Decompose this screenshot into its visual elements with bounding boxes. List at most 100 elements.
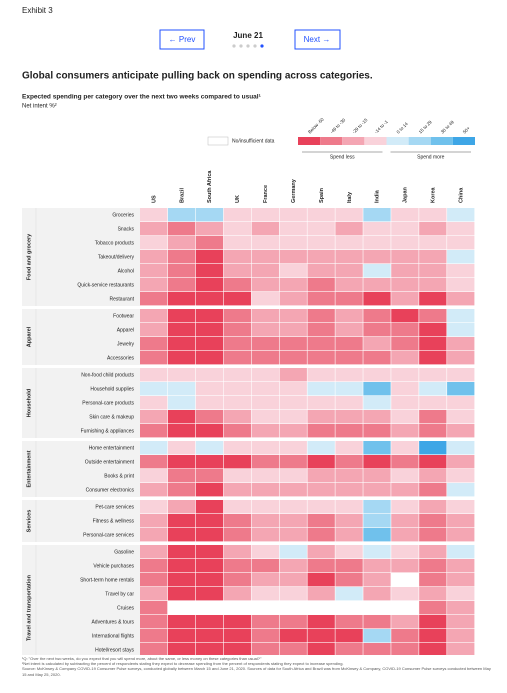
cell xyxy=(363,278,391,292)
row-label: Home entertainment xyxy=(89,445,135,451)
chart-title: Global consumers anticipate pulling back… xyxy=(22,71,373,82)
cell xyxy=(251,278,279,292)
cell xyxy=(335,528,363,542)
exhibit: Exhibit 3 xyxy=(22,6,53,15)
cell xyxy=(363,469,391,483)
group-band xyxy=(22,545,140,671)
cell xyxy=(167,424,196,438)
cell xyxy=(363,500,391,514)
column-label: Germany xyxy=(291,178,297,203)
row-label: Tobacco products xyxy=(95,240,135,246)
cell xyxy=(279,351,307,365)
cell xyxy=(167,250,196,264)
cell xyxy=(363,309,391,323)
cell xyxy=(223,337,252,351)
cell xyxy=(140,368,168,382)
next-button[interactable] xyxy=(294,29,341,50)
cell xyxy=(363,514,391,528)
cell xyxy=(335,382,363,396)
row-label: Adventures & tours xyxy=(91,619,134,625)
cell xyxy=(251,587,279,601)
cell xyxy=(251,309,279,323)
cell xyxy=(419,278,447,292)
cell xyxy=(307,587,335,601)
cell xyxy=(279,615,307,629)
cell xyxy=(279,573,307,587)
legend-swatch xyxy=(408,137,431,145)
cell xyxy=(223,587,252,601)
cell xyxy=(167,441,196,455)
cell xyxy=(140,208,168,222)
cell xyxy=(223,323,252,337)
cell xyxy=(447,500,475,514)
cell xyxy=(140,573,168,587)
cell xyxy=(279,396,307,410)
cell xyxy=(251,222,279,236)
cell xyxy=(140,382,168,396)
cell xyxy=(363,222,391,236)
cell xyxy=(391,469,419,483)
cell xyxy=(195,292,224,306)
column-label: Korea xyxy=(431,186,437,203)
cell xyxy=(167,208,196,222)
cell xyxy=(167,382,196,396)
cell xyxy=(307,483,335,497)
cell xyxy=(167,545,196,559)
cell xyxy=(307,292,335,306)
row-label: Jewelry xyxy=(117,341,134,347)
legend-label: -49 to -30 xyxy=(329,117,347,135)
no-data-cell xyxy=(391,601,419,615)
cell xyxy=(167,455,196,469)
cell xyxy=(251,500,279,514)
cell xyxy=(140,629,168,643)
cell xyxy=(391,514,419,528)
next-label[interactable]: Next → xyxy=(304,35,331,44)
cell xyxy=(335,500,363,514)
cell xyxy=(419,382,447,396)
cell xyxy=(307,500,335,514)
cell xyxy=(307,236,335,250)
legend-label: -29 to -15 xyxy=(351,117,369,135)
cell xyxy=(279,545,307,559)
cell xyxy=(419,323,447,337)
cell xyxy=(363,455,391,469)
cell xyxy=(279,469,307,483)
column-label: France xyxy=(263,185,269,203)
cell xyxy=(223,368,252,382)
cell xyxy=(279,424,307,438)
cell xyxy=(251,629,279,643)
cell xyxy=(419,222,447,236)
no-data-cell xyxy=(251,601,279,615)
cell xyxy=(391,292,419,306)
cell xyxy=(391,559,419,573)
cell xyxy=(279,514,307,528)
cell xyxy=(419,615,447,629)
cell xyxy=(140,337,168,351)
prev-button[interactable] xyxy=(159,29,205,50)
prev-label[interactable]: ← Prev xyxy=(169,35,196,44)
cell xyxy=(307,382,335,396)
group-label: Household xyxy=(26,389,32,417)
cell xyxy=(195,528,224,542)
cell xyxy=(167,323,196,337)
cell xyxy=(279,528,307,542)
row-label: Gasoline xyxy=(114,549,134,555)
cell xyxy=(391,396,419,410)
cell xyxy=(167,469,196,483)
cell xyxy=(167,368,196,382)
cell xyxy=(195,250,224,264)
cell xyxy=(140,528,168,542)
cell xyxy=(391,441,419,455)
cell xyxy=(419,469,447,483)
cell xyxy=(167,629,196,643)
cell xyxy=(419,351,447,365)
cell xyxy=(251,337,279,351)
row-label: Non-food child products xyxy=(81,372,134,378)
group-band xyxy=(22,500,140,542)
cell xyxy=(363,208,391,222)
cell xyxy=(140,351,168,365)
row-label: International flights xyxy=(92,633,134,639)
cell xyxy=(195,424,224,438)
legend-swatch xyxy=(320,137,343,145)
cell xyxy=(419,500,447,514)
